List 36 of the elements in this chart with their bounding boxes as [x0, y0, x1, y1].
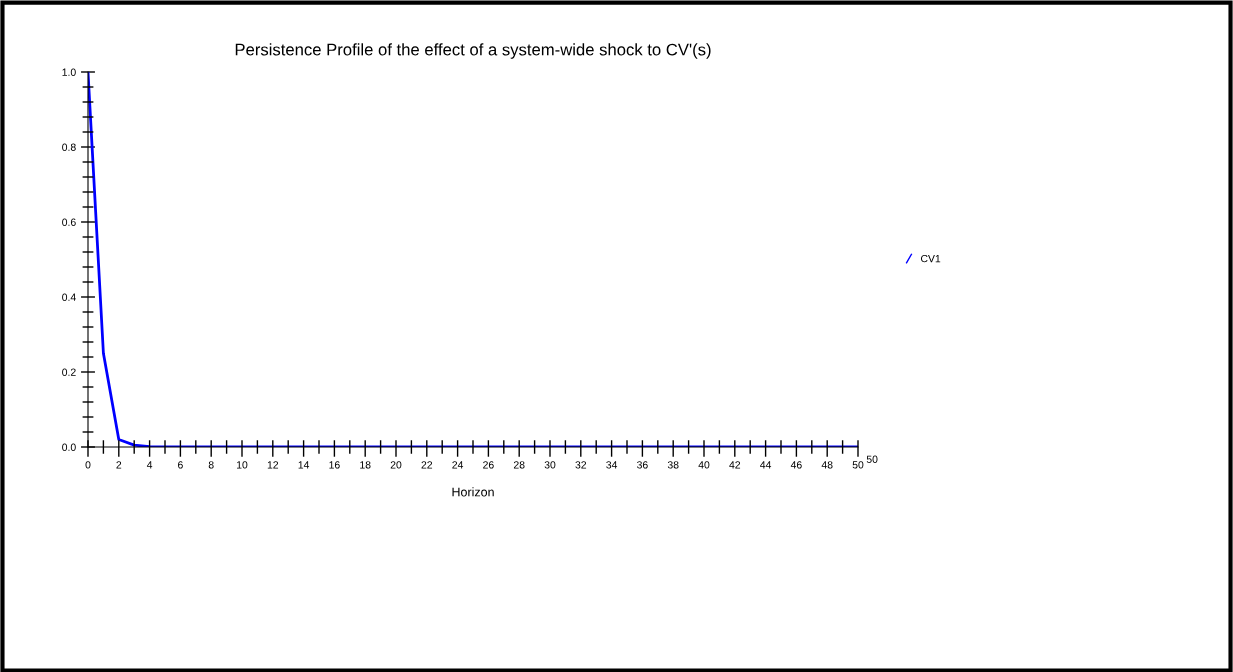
x-tick-label: 20	[390, 461, 402, 469]
x-tick-label: 12	[267, 461, 279, 469]
y-tick-label: 0.6	[62, 218, 76, 226]
x-tick-label: 22	[421, 461, 433, 469]
x-tick-label: 34	[606, 461, 618, 469]
x-tick-label: 16	[329, 461, 340, 469]
x-tick-label: 6	[178, 461, 183, 469]
x-tick-label: 40	[698, 461, 710, 469]
x-tick-label: 26	[483, 461, 494, 469]
x-tick-label: 28	[513, 461, 525, 469]
x-tick-label: 14	[298, 461, 310, 469]
x-tick-label: 46	[790, 461, 802, 469]
text: 50	[866, 455, 878, 463]
x-tick-label: 44	[760, 461, 772, 469]
x-tick-label: 18	[360, 461, 371, 469]
x-tick-label: 2	[116, 461, 122, 469]
y-tick-label: 1.0	[62, 68, 76, 76]
x-tick-label: 4	[146, 461, 153, 469]
y-tick-label: 0.4	[62, 293, 76, 301]
x-tick-label: 38	[667, 461, 679, 469]
x-tick-label: 0	[85, 461, 91, 469]
x-tick-label: 48	[821, 461, 833, 469]
x-tick-label: 10	[237, 461, 248, 469]
y-tick-label: 0.2	[62, 368, 76, 376]
x-tick-label: 30	[544, 461, 556, 469]
legend-label: CV1	[920, 254, 941, 263]
x-tick-label: 32	[575, 461, 587, 469]
y-tick-label: 0.8	[62, 143, 76, 151]
x-tick-label: 50	[852, 461, 864, 469]
x-tick-label: 8	[208, 461, 214, 469]
x-tick-label: 36	[637, 461, 648, 469]
chart-title: Persistence Profile of the effect of a system-wide shock to CV'(s)	[235, 43, 711, 59]
x-axis-title: Horizon	[452, 487, 494, 497]
x-tick-label: 24	[452, 461, 464, 469]
y-tick-label: 0.0	[62, 443, 76, 451]
x-tick-label: 42	[729, 461, 741, 469]
